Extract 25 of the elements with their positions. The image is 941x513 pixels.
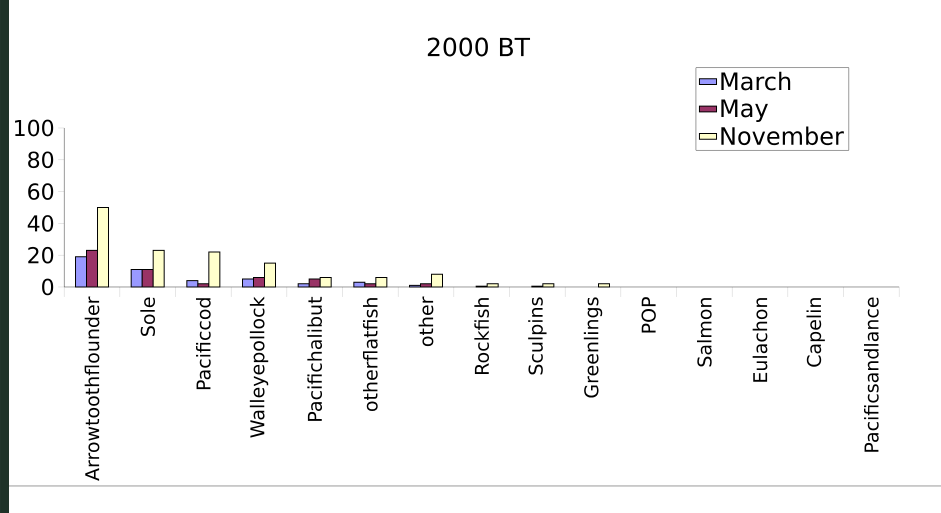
x-tick-label: Salmon (696, 298, 712, 366)
legend-label: March (721, 72, 790, 90)
y-tick-label: 60 (28, 183, 54, 200)
y-tick-label: 20 (28, 246, 54, 264)
x-tick-label: Rockfish (474, 298, 490, 374)
x-tick-label: POP (641, 297, 656, 333)
x-tick-label: Greenlings (584, 297, 602, 398)
y-tick-label: 40 (28, 215, 54, 232)
legend-label: May (721, 100, 768, 122)
x-tick-label: Arrowtoothflounder (84, 296, 100, 481)
x-tick-label: Sole (140, 298, 156, 336)
y-tick-label: 80 (28, 151, 54, 168)
x-tick-label: Pacifichalibut (307, 296, 322, 421)
x-tick-label: other (418, 296, 434, 346)
x-tick-label: Pacificsandlance (864, 297, 879, 452)
chart-title: 2000 BT (428, 38, 530, 56)
x-tick-label: Sculpins (528, 297, 547, 374)
y-tick-label: 0 (42, 278, 54, 296)
x-tick-label: Capelin (806, 298, 825, 367)
x-tick-label: otherflatfish (362, 298, 378, 412)
legend-label: November (721, 126, 844, 146)
x-tick-label: Walleyepollock (250, 296, 268, 438)
x-tick-label: Eulachon (752, 298, 768, 382)
y-tick-label: 100 (15, 120, 54, 136)
x-tick-label: Pacificcod (196, 298, 211, 390)
